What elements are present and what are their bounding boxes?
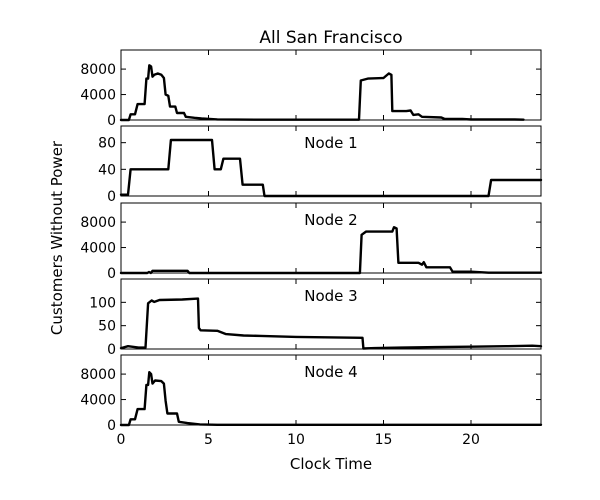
y-tick-label: 0	[107, 189, 116, 205]
panel-label: Node 1	[304, 134, 357, 152]
y-tick-label: 4000	[80, 88, 116, 104]
series-line	[119, 371, 543, 427]
x-axis-label: Clock Time	[290, 455, 372, 473]
y-tick-label: 4000	[80, 241, 116, 257]
y-tick-label: 0	[107, 266, 116, 282]
y-axis-label: Customers Without Power	[48, 140, 66, 335]
chart-title: All San Francisco	[259, 28, 402, 48]
y-tick-label: 40	[98, 162, 116, 178]
panel-label: Node 4	[304, 363, 357, 381]
panel-label: Node 2	[304, 211, 357, 229]
x-tick-label: 20	[462, 432, 480, 448]
y-tick-label: 100	[89, 295, 116, 311]
y-tick-label: 0	[107, 342, 116, 358]
x-tick-label: 10	[287, 432, 305, 448]
panel-frame	[120, 278, 542, 350]
series-line	[119, 138, 543, 198]
panel-label: Node 3	[304, 287, 357, 305]
x-tick-label: 0	[117, 432, 126, 448]
series-line	[119, 64, 525, 122]
y-tick-label: 0	[107, 113, 116, 129]
y-tick-label: 80	[98, 136, 116, 152]
y-tick-label: 50	[98, 319, 116, 335]
series-line	[119, 297, 543, 350]
x-tick-label: 5	[204, 432, 213, 448]
y-tick-label: 8000	[80, 62, 116, 78]
x-tick-label: 15	[375, 432, 393, 448]
panel-frame	[120, 49, 542, 121]
y-tick-label: 0	[107, 418, 116, 434]
series-line	[119, 226, 543, 275]
y-tick-label: 8000	[80, 367, 116, 383]
y-tick-label: 8000	[80, 215, 116, 231]
y-tick-label: 4000	[80, 393, 116, 409]
